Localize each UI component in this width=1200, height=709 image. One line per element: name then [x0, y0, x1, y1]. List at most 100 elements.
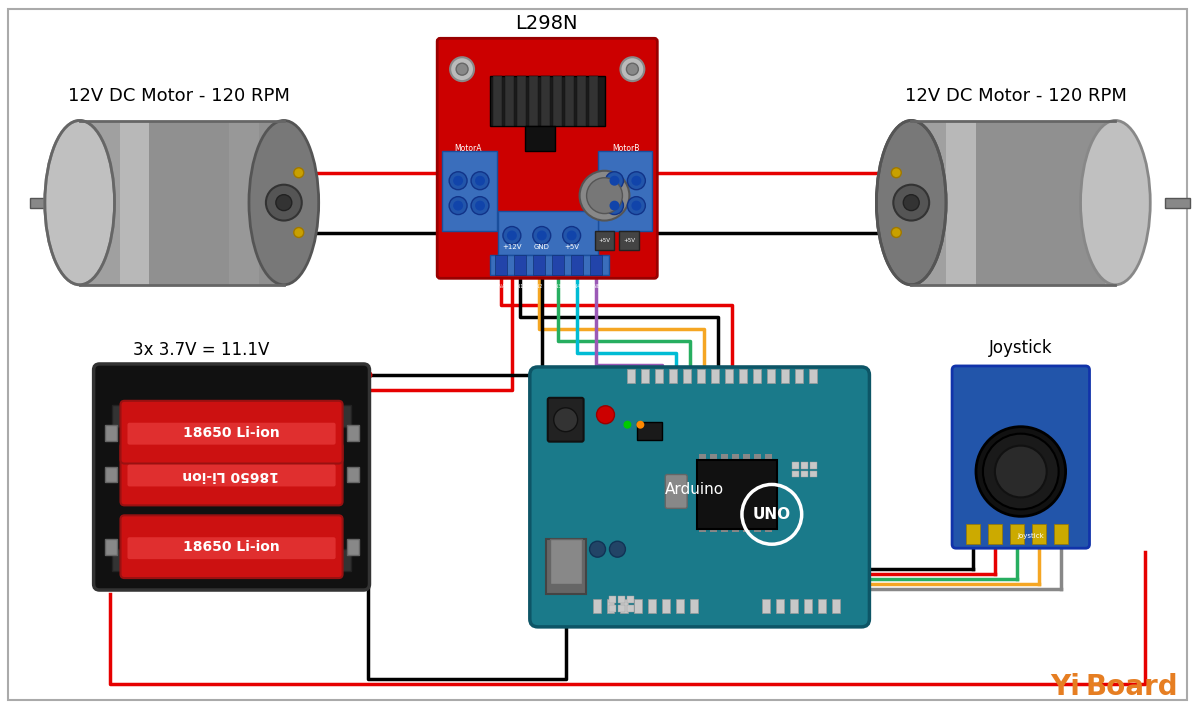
Bar [30, 198, 55, 208]
Bar [911, 121, 1121, 285]
Circle shape [450, 57, 474, 81]
Circle shape [620, 57, 644, 81]
FancyBboxPatch shape [120, 401, 342, 464]
Text: Joystick: Joystick [989, 339, 1052, 357]
Text: +5V: +5V [624, 238, 636, 243]
FancyBboxPatch shape [120, 442, 342, 506]
Bar [697, 369, 706, 383]
Bar [648, 599, 656, 613]
Text: +12V: +12V [502, 245, 522, 250]
Bar [329, 549, 350, 571]
Bar [552, 255, 564, 275]
Bar [442, 151, 497, 230]
Bar [732, 524, 739, 532]
Bar [598, 151, 653, 230]
Bar [670, 369, 677, 383]
Bar [697, 459, 776, 530]
Circle shape [610, 176, 619, 186]
Circle shape [472, 172, 488, 190]
Circle shape [563, 227, 581, 245]
Circle shape [893, 185, 929, 220]
Text: 12V DC Motor - 120 RPM: 12V DC Motor - 120 RPM [68, 87, 290, 105]
Bar [1054, 524, 1068, 545]
Text: ENB: ENB [590, 284, 601, 289]
Bar [565, 76, 574, 126]
Bar [104, 467, 116, 482]
Circle shape [456, 63, 468, 75]
Ellipse shape [976, 427, 1066, 516]
Text: 12V DC Motor - 120 RPM: 12V DC Motor - 120 RPM [905, 87, 1127, 105]
Bar [690, 599, 698, 613]
Bar [493, 76, 502, 126]
Bar [712, 369, 719, 383]
Bar [550, 540, 582, 584]
Bar [655, 369, 664, 383]
Bar [754, 524, 761, 532]
Circle shape [628, 196, 646, 215]
Bar [700, 454, 706, 462]
Bar [618, 605, 625, 612]
Circle shape [626, 63, 638, 75]
Bar [524, 126, 554, 151]
Circle shape [266, 185, 301, 220]
Bar [490, 76, 605, 126]
Bar [347, 425, 359, 441]
Ellipse shape [876, 121, 946, 285]
Circle shape [365, 371, 372, 379]
Bar [593, 599, 600, 613]
Bar [104, 425, 116, 441]
Bar [149, 121, 278, 285]
FancyBboxPatch shape [665, 474, 688, 508]
Circle shape [628, 172, 646, 190]
Circle shape [983, 434, 1058, 509]
Bar [817, 599, 826, 613]
FancyBboxPatch shape [94, 364, 370, 590]
Bar [946, 121, 976, 285]
Bar [743, 454, 750, 462]
Bar [79, 121, 284, 285]
Bar [347, 540, 359, 555]
Bar [810, 471, 817, 477]
Bar [677, 599, 684, 613]
Bar [347, 467, 359, 482]
Bar [112, 405, 133, 427]
Bar [721, 524, 728, 532]
Circle shape [606, 172, 624, 190]
Text: Joystick: Joystick [1018, 533, 1044, 540]
Bar [683, 369, 691, 383]
Bar [767, 369, 775, 383]
Bar [976, 121, 1105, 285]
Bar [229, 121, 259, 285]
Bar [1165, 198, 1190, 208]
Bar [710, 524, 718, 532]
Bar [762, 599, 770, 613]
Circle shape [587, 178, 623, 213]
Circle shape [475, 201, 485, 211]
Circle shape [536, 230, 547, 240]
Bar [594, 230, 614, 250]
Bar [529, 76, 538, 126]
Bar [700, 524, 706, 532]
Bar [490, 255, 610, 275]
Bar [577, 76, 586, 126]
Ellipse shape [44, 121, 114, 285]
Circle shape [606, 196, 624, 215]
Circle shape [553, 408, 577, 432]
Bar [662, 599, 671, 613]
Bar [610, 596, 617, 603]
Circle shape [449, 172, 467, 190]
Circle shape [610, 541, 625, 557]
Bar [588, 76, 598, 126]
Bar [794, 369, 803, 383]
Bar [635, 599, 642, 613]
Bar [781, 369, 788, 383]
Circle shape [904, 195, 919, 211]
Text: IN1: IN1 [516, 284, 524, 289]
Bar [120, 121, 149, 285]
Text: 18650 Li-ion: 18650 Li-ion [182, 425, 280, 440]
Circle shape [631, 176, 641, 186]
Circle shape [506, 230, 517, 240]
Circle shape [533, 227, 551, 245]
Text: Yi: Yi [1051, 673, 1080, 700]
Bar [764, 524, 772, 532]
